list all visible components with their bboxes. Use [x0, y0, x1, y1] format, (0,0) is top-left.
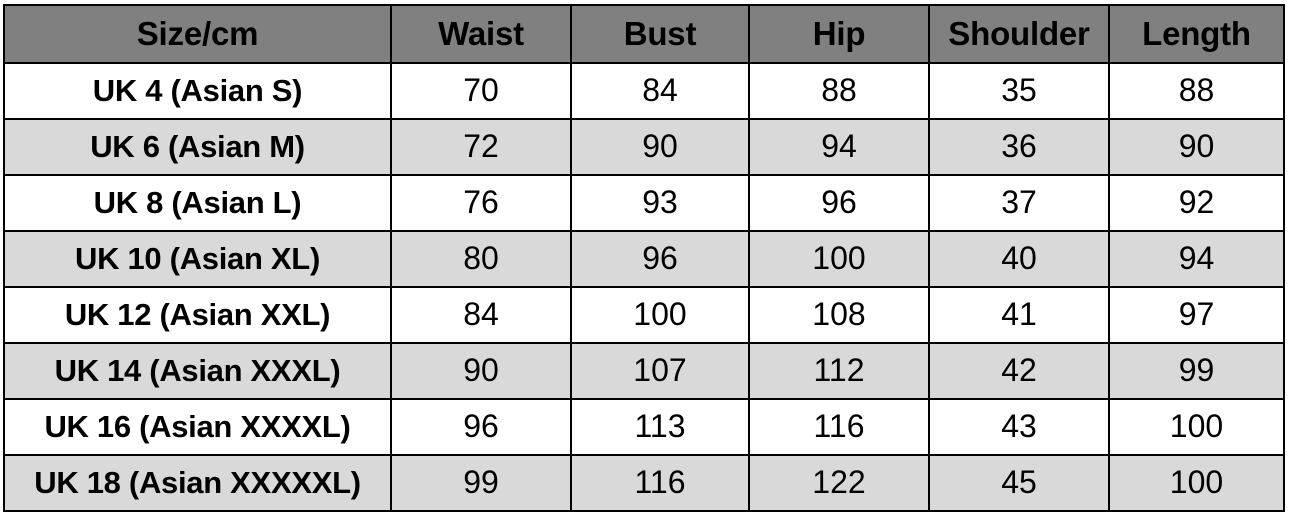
cell-hip: 88: [748, 62, 930, 120]
cell-size: UK 18 (Asian XXXXXL): [3, 454, 392, 512]
table-row: UK 18 (Asian XXXXXL) 99 116 122 45 100: [3, 454, 1285, 512]
table-body: UK 4 (Asian S) 70 84 88 35 88 UK 6 (Asia…: [3, 62, 1285, 512]
cell-bust: 100: [570, 286, 750, 344]
column-header-shoulder: Shoulder: [928, 4, 1110, 64]
cell-bust: 116: [570, 454, 750, 512]
cell-bust: 93: [570, 174, 750, 232]
cell-shoulder: 42: [928, 342, 1110, 400]
cell-hip: 112: [748, 342, 930, 400]
table-row: UK 16 (Asian XXXXL) 96 113 116 43 100: [3, 398, 1285, 456]
cell-shoulder: 40: [928, 230, 1110, 288]
cell-hip: 116: [748, 398, 930, 456]
table-row: UK 12 (Asian XXL) 84 100 108 41 97: [3, 286, 1285, 344]
cell-length: 99: [1108, 342, 1285, 400]
cell-bust: 84: [570, 62, 750, 120]
cell-bust: 96: [570, 230, 750, 288]
cell-hip: 122: [748, 454, 930, 512]
cell-length: 97: [1108, 286, 1285, 344]
cell-shoulder: 43: [928, 398, 1110, 456]
cell-waist: 99: [390, 454, 572, 512]
cell-size: UK 8 (Asian L): [3, 174, 392, 232]
cell-length: 100: [1108, 398, 1285, 456]
cell-bust: 113: [570, 398, 750, 456]
cell-length: 92: [1108, 174, 1285, 232]
cell-shoulder: 41: [928, 286, 1110, 344]
cell-size: UK 6 (Asian M): [3, 118, 392, 176]
column-header-hip: Hip: [748, 4, 930, 64]
table-row: UK 10 (Asian XL) 80 96 100 40 94: [3, 230, 1285, 288]
cell-shoulder: 45: [928, 454, 1110, 512]
cell-size: UK 14 (Asian XXXL): [3, 342, 392, 400]
table-row: UK 6 (Asian M) 72 90 94 36 90: [3, 118, 1285, 176]
cell-waist: 76: [390, 174, 572, 232]
column-header-waist: Waist: [390, 4, 572, 64]
column-header-bust: Bust: [570, 4, 750, 64]
cell-bust: 107: [570, 342, 750, 400]
cell-length: 90: [1108, 118, 1285, 176]
column-header-size: Size/cm: [3, 4, 392, 64]
cell-shoulder: 36: [928, 118, 1110, 176]
cell-hip: 96: [748, 174, 930, 232]
cell-hip: 108: [748, 286, 930, 344]
cell-length: 88: [1108, 62, 1285, 120]
cell-waist: 96: [390, 398, 572, 456]
table-row: UK 8 (Asian L) 76 93 96 37 92: [3, 174, 1285, 232]
header-row: Size/cm Waist Bust Hip Shoulder Length: [3, 4, 1285, 64]
cell-waist: 90: [390, 342, 572, 400]
table-header: Size/cm Waist Bust Hip Shoulder Length: [3, 4, 1285, 64]
cell-size: UK 12 (Asian XXL): [3, 286, 392, 344]
cell-size: UK 4 (Asian S): [3, 62, 392, 120]
cell-length: 100: [1108, 454, 1285, 512]
cell-waist: 80: [390, 230, 572, 288]
cell-bust: 90: [570, 118, 750, 176]
table-row: UK 14 (Asian XXXL) 90 107 112 42 99: [3, 342, 1285, 400]
size-chart-table: Size/cm Waist Bust Hip Shoulder Length U…: [3, 4, 1285, 512]
cell-shoulder: 35: [928, 62, 1110, 120]
cell-waist: 72: [390, 118, 572, 176]
table-row: UK 4 (Asian S) 70 84 88 35 88: [3, 62, 1285, 120]
cell-size: UK 10 (Asian XL): [3, 230, 392, 288]
cell-shoulder: 37: [928, 174, 1110, 232]
cell-waist: 70: [390, 62, 572, 120]
cell-waist: 84: [390, 286, 572, 344]
cell-size: UK 16 (Asian XXXXL): [3, 398, 392, 456]
cell-hip: 94: [748, 118, 930, 176]
cell-length: 94: [1108, 230, 1285, 288]
cell-hip: 100: [748, 230, 930, 288]
column-header-length: Length: [1108, 4, 1285, 64]
